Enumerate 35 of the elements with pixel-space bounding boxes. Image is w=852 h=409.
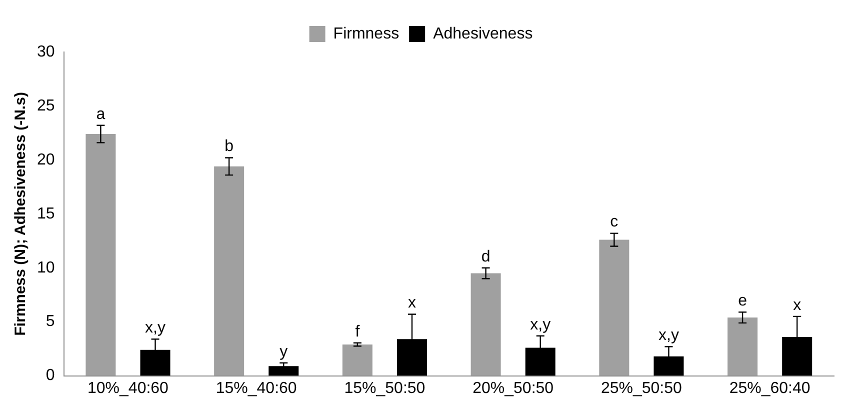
y-tick-label: 10 — [37, 259, 55, 276]
bar — [470, 273, 501, 376]
annotation: a — [96, 106, 106, 123]
annotation: x — [793, 296, 802, 314]
x-tick-label: 15%_40:60 — [216, 380, 297, 397]
y-tick-label: 5 — [46, 313, 55, 330]
y-tick-label: 20 — [37, 151, 55, 168]
legend-label: Adhesiveness — [433, 25, 533, 42]
x-tick-label: 20%_50:50 — [472, 380, 554, 397]
annotation: b — [224, 138, 234, 156]
x-tick-label: 25%_50:50 — [600, 380, 682, 397]
x-tick-label: 25%_60:40 — [729, 380, 810, 397]
annotation: y — [280, 343, 288, 360]
y-tick-label: 0 — [46, 367, 55, 384]
annotation: x,y — [145, 320, 166, 337]
x-tick-label: 10%_40:60 — [87, 380, 169, 397]
y-tick-label: 25 — [37, 97, 55, 114]
annotation: f — [355, 323, 360, 340]
bar — [214, 166, 244, 376]
annotation: c — [610, 214, 618, 231]
y-axis-title: Firmness (N); Adhesiveness (-N.s) — [12, 92, 30, 336]
annotation: d — [481, 248, 490, 266]
annotation: x — [408, 294, 416, 312]
bar — [599, 240, 630, 376]
legend-label: Firmness — [333, 25, 400, 42]
annotation: x,y — [530, 316, 551, 334]
bar — [268, 366, 299, 376]
y-tick-label: 30 — [37, 43, 55, 60]
annotation: e — [738, 292, 748, 310]
y-tick-label: 15 — [37, 205, 55, 222]
bar — [86, 134, 116, 376]
bar — [728, 318, 758, 376]
bar — [342, 344, 372, 376]
x-tick-label: 15%_50:50 — [344, 380, 426, 397]
annotation: x,y — [658, 327, 679, 344]
